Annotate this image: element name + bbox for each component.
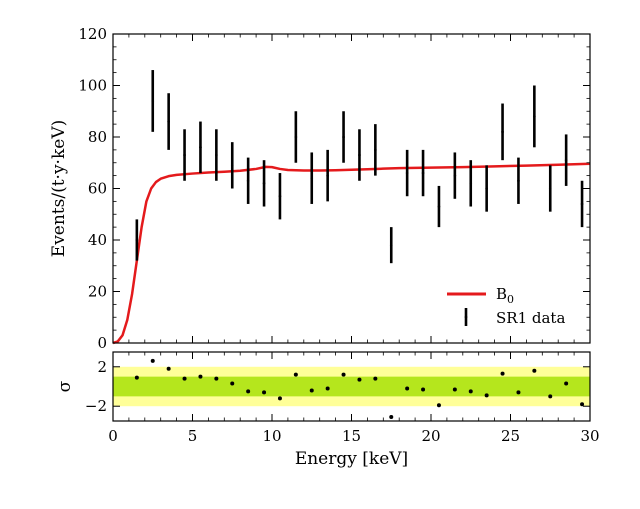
sr1-data-point bbox=[294, 135, 298, 139]
sr1-data-point bbox=[215, 153, 218, 157]
residual-point bbox=[309, 388, 314, 393]
y-tick-label: 80 bbox=[88, 128, 107, 146]
residual-point bbox=[580, 402, 585, 407]
x-tick-label: 30 bbox=[580, 427, 599, 445]
legend-swatch-sr1-data bbox=[464, 308, 468, 326]
residual-point bbox=[405, 386, 410, 391]
sr1-data-point bbox=[326, 174, 329, 177]
residual-point bbox=[532, 368, 537, 373]
residual-point bbox=[436, 403, 441, 408]
residual-point bbox=[182, 376, 187, 381]
main-plot-marks bbox=[112, 70, 591, 345]
sr1-data-point bbox=[262, 182, 266, 185]
x-tick-label: 5 bbox=[188, 427, 198, 445]
residual-point bbox=[452, 387, 457, 392]
sr1-data-point bbox=[230, 164, 234, 167]
sr1-data-point bbox=[469, 182, 473, 185]
residual-plot-marks bbox=[134, 358, 585, 420]
sr1-data-point bbox=[374, 148, 377, 152]
residual-point bbox=[246, 389, 251, 394]
residual-point bbox=[484, 393, 489, 398]
sr1-data-point bbox=[485, 187, 488, 190]
residual-point bbox=[516, 390, 521, 395]
res-y-tick-label: 2 bbox=[97, 358, 107, 376]
residual-bands bbox=[113, 366, 590, 407]
sr1-data-point bbox=[405, 171, 409, 175]
sr1-data-point bbox=[310, 176, 314, 180]
residual-y-axis-label: σ bbox=[55, 380, 75, 392]
sr1-data-point bbox=[135, 238, 139, 242]
residual-point bbox=[548, 394, 553, 399]
sr1-data-point bbox=[517, 179, 520, 183]
y-tick-label: 20 bbox=[88, 283, 107, 301]
sr1-data-point bbox=[437, 205, 441, 208]
residual-point bbox=[214, 376, 219, 381]
sr1-data-point bbox=[342, 135, 345, 139]
sr1-data-point bbox=[501, 130, 504, 134]
legend-label-b0-subscript: 0 bbox=[507, 293, 514, 306]
sr1-data-point bbox=[533, 115, 536, 118]
residual-point bbox=[357, 377, 362, 382]
x-axis-label: Energy [keV] bbox=[295, 449, 408, 469]
sr1-data-point bbox=[564, 158, 568, 162]
residual-point bbox=[325, 386, 330, 391]
sr1-data-point bbox=[548, 187, 552, 190]
residual-point bbox=[230, 381, 235, 386]
y-tick-label: 60 bbox=[88, 180, 107, 198]
res-y-tick-label: −2 bbox=[85, 397, 107, 415]
legend-label-b0: B0 bbox=[496, 285, 514, 306]
residual-point bbox=[134, 375, 139, 380]
residual-point bbox=[341, 372, 346, 377]
residual-point bbox=[277, 396, 282, 401]
residual-point bbox=[262, 390, 267, 395]
x-tick-label: 10 bbox=[262, 427, 281, 445]
residual-point bbox=[500, 371, 505, 376]
main-y-axis-label: Events/(t·y·keV) bbox=[49, 120, 69, 257]
residual-point bbox=[421, 387, 426, 392]
sr1-data-point bbox=[453, 174, 457, 177]
residual-point bbox=[198, 374, 203, 379]
residual-point bbox=[564, 381, 569, 386]
x-tick-label: 15 bbox=[342, 427, 361, 445]
x-tick-label: 0 bbox=[108, 427, 118, 445]
residual-point bbox=[389, 415, 394, 420]
y-tick-label: 100 bbox=[78, 77, 107, 95]
y-tick-label: 40 bbox=[88, 231, 107, 249]
main-ticks: 0 20 40 60 80 100 120 bbox=[78, 25, 591, 352]
x-tick-label: 20 bbox=[421, 427, 440, 445]
residual-point bbox=[166, 366, 171, 371]
residual-point bbox=[150, 358, 155, 363]
sr1-data-point bbox=[358, 153, 361, 157]
legend-label-b0-main: B bbox=[496, 285, 507, 303]
legend-label-sr1-data: SR1 data bbox=[496, 309, 565, 327]
sr1-data-point bbox=[421, 171, 425, 175]
residual-ticks: −220 5 10 15 20 25 30 bbox=[85, 352, 600, 445]
sr1-data-point bbox=[278, 194, 282, 198]
residual-point bbox=[293, 372, 298, 377]
residual-point bbox=[373, 376, 378, 381]
y-tick-label: 120 bbox=[78, 25, 107, 43]
y-tick-label: 0 bbox=[97, 334, 107, 352]
residual-point bbox=[468, 389, 473, 394]
x-tick-label: 25 bbox=[501, 427, 520, 445]
sr1-data-point bbox=[389, 243, 393, 247]
sr1-data-point bbox=[151, 99, 155, 103]
sr1-data-point bbox=[580, 202, 584, 206]
legend: B0 SR1 data bbox=[447, 285, 565, 327]
sr1-data-point bbox=[199, 146, 202, 149]
legend-errorbar-point bbox=[464, 315, 468, 319]
sr1-data-point bbox=[167, 120, 170, 123]
sr1-data-point bbox=[183, 153, 186, 157]
b0-model-line bbox=[112, 162, 591, 345]
sr1-data-point bbox=[246, 179, 250, 183]
